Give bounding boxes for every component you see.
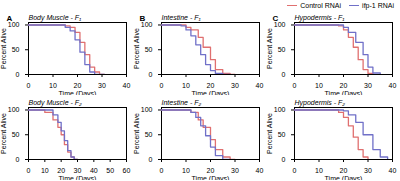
svg-text:0: 0 xyxy=(282,71,286,78)
svg-text:Body Muscle - F₂: Body Muscle - F₂ xyxy=(29,99,83,107)
svg-text:100: 100 xyxy=(140,21,153,29)
svg-text:50: 50 xyxy=(145,131,153,138)
svg-text:10: 10 xyxy=(182,82,190,89)
svg-text:B: B xyxy=(140,14,146,23)
svg-text:100: 100 xyxy=(8,106,20,113)
svg-text:50: 50 xyxy=(12,46,20,53)
svg-text:0: 0 xyxy=(160,167,164,174)
svg-text:50: 50 xyxy=(278,46,286,53)
svg-text:40: 40 xyxy=(389,167,397,174)
svg-text:10: 10 xyxy=(49,82,57,89)
html-text:Control RNAi: Control RNAi xyxy=(300,1,342,9)
svg-text:20: 20 xyxy=(74,82,82,89)
svg-text:Hypodermis - F₁: Hypodermis - F₁ xyxy=(295,14,346,22)
svg-text:40: 40 xyxy=(90,167,98,174)
svg-text:50: 50 xyxy=(12,131,20,138)
svg-text:50: 50 xyxy=(145,46,153,53)
svg-text:40: 40 xyxy=(256,82,264,89)
svg-text:20: 20 xyxy=(207,82,215,89)
svg-text:Time (Days): Time (Days) xyxy=(59,175,97,181)
svg-text:40: 40 xyxy=(123,82,131,89)
svg-text:50: 50 xyxy=(278,131,286,138)
svg-text:40: 40 xyxy=(389,82,397,89)
svg-text:10: 10 xyxy=(315,167,323,174)
svg-text:30: 30 xyxy=(74,167,82,174)
svg-text:100: 100 xyxy=(274,106,286,113)
svg-text:0: 0 xyxy=(293,82,297,89)
svg-text:Percent Alive: Percent Alive xyxy=(0,28,7,69)
svg-text:0: 0 xyxy=(282,156,286,163)
svg-text:Time (Days): Time (Days) xyxy=(192,175,230,181)
svg-text:Percent Alive: Percent Alive xyxy=(133,113,140,154)
svg-text:30: 30 xyxy=(231,82,239,89)
svg-text:10: 10 xyxy=(315,82,323,89)
svg-text:30: 30 xyxy=(364,82,372,89)
svg-text:0: 0 xyxy=(160,82,164,89)
svg-text:20: 20 xyxy=(340,82,348,89)
html-text:ifp-1 RNAi: ifp-1 RNAi xyxy=(362,1,394,9)
svg-text:Hypodermis - F₂: Hypodermis - F₂ xyxy=(295,99,346,107)
svg-text:Percent Alive: Percent Alive xyxy=(0,113,7,154)
svg-text:50: 50 xyxy=(106,167,114,174)
svg-text:C: C xyxy=(273,14,279,23)
svg-text:100: 100 xyxy=(273,21,286,29)
svg-text:0: 0 xyxy=(149,156,153,163)
svg-text:20: 20 xyxy=(57,167,65,174)
svg-text:Intestine - F₁: Intestine - F₁ xyxy=(162,14,202,21)
svg-text:Intestine - F₂: Intestine - F₂ xyxy=(162,99,202,106)
svg-text:A: A xyxy=(7,14,13,23)
svg-text:0: 0 xyxy=(27,167,31,174)
svg-text:20: 20 xyxy=(340,167,348,174)
svg-text:40: 40 xyxy=(256,167,264,174)
svg-text:Body Muscle - F₁: Body Muscle - F₁ xyxy=(29,14,83,22)
svg-text:30: 30 xyxy=(231,167,239,174)
svg-text:Percent Alive: Percent Alive xyxy=(266,113,273,154)
svg-text:Time (Days): Time (Days) xyxy=(59,90,97,96)
svg-text:30: 30 xyxy=(98,82,106,89)
svg-text:Time (Days): Time (Days) xyxy=(325,90,363,96)
svg-text:0: 0 xyxy=(27,82,31,89)
svg-text:Time (Days): Time (Days) xyxy=(192,90,230,96)
svg-text:0: 0 xyxy=(149,71,153,78)
svg-text:Time (Days): Time (Days) xyxy=(325,175,363,181)
svg-text:20: 20 xyxy=(207,167,215,174)
svg-text:30: 30 xyxy=(364,167,372,174)
svg-text:Percent Alive: Percent Alive xyxy=(266,28,273,69)
svg-text:60: 60 xyxy=(123,167,131,174)
svg-text:10: 10 xyxy=(182,167,190,174)
svg-text:0: 0 xyxy=(16,71,20,78)
svg-text:100: 100 xyxy=(7,21,20,29)
svg-text:100: 100 xyxy=(141,106,153,113)
svg-text:10: 10 xyxy=(41,167,49,174)
svg-text:Percent Alive: Percent Alive xyxy=(133,28,140,69)
svg-text:0: 0 xyxy=(293,167,297,174)
svg-text:0: 0 xyxy=(16,156,20,163)
